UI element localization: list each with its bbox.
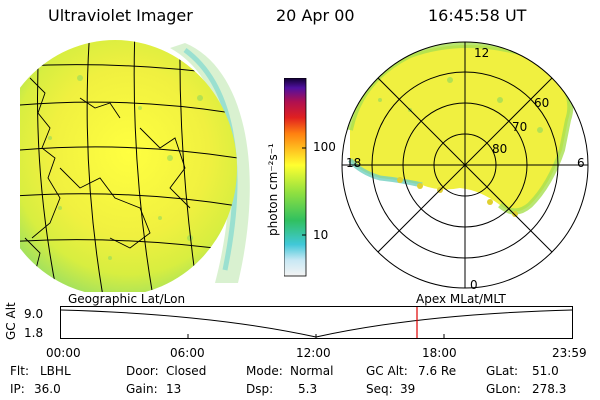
colorbar-tick-100: 100 [313,140,336,154]
timeline-ytick-low: 1.8 [24,326,44,340]
polar-mlat-mlt-plot [341,41,589,289]
colorbar-unit-label: photon cm⁻²s⁻¹ [266,143,280,236]
timeline-ytick-high: 9.0 [24,307,44,321]
left-projection-label: Geographic Lat/Lon [68,292,186,306]
timeline-axis-label: GC Alt [4,302,18,340]
latitude-label-60: 60 [534,96,550,110]
latitude-label-80: 80 [492,142,508,156]
status-door-value: Closed [166,364,207,378]
instrument-title: Ultraviolet Imager [48,6,193,25]
status-ip-value: 36.0 [34,382,61,396]
observation-time: 16:45:58 UT [428,6,527,25]
observation-date: 20 Apr 00 [276,6,355,25]
status-dsp-key: Dsp: [246,382,274,396]
mlt-label-12: 12 [474,46,490,60]
mlt-label-18: 18 [346,156,362,170]
mlt-label-0: 0 [470,278,478,292]
geographic-image [20,40,250,292]
colorbar-tick-10: 10 [313,228,329,242]
status-ip-key: IP: [10,382,25,396]
status-door-key: Door: [126,364,159,378]
timeline-xtick-1200: 12:00 [296,346,331,360]
timeline-xtick-1800: 18:00 [422,346,457,360]
status-glat-value: 51.0 [532,364,559,378]
status-gain-key: Gain: [126,382,158,396]
status-mode-value: Normal [290,364,334,378]
altitude-timeline-plot [60,306,573,339]
timeline-xtick-2359: 23:59 [552,346,587,360]
status-gain-value: 13 [166,382,182,396]
right-projection-label: Apex MLat/MLT [416,292,506,306]
latitude-label-70: 70 [512,120,528,134]
status-glon-key: GLon: [486,382,521,396]
status-gcalt-key: GC Alt: [366,364,408,378]
status-glon-value: 278.3 [532,382,567,396]
mlt-label-6: 6 [577,156,585,170]
status-flt-value: LBHL [40,364,71,378]
status-gcalt-value: 7.6 Re [418,364,457,378]
status-glat-key: GLat: [486,364,519,378]
status-mode-key: Mode: [246,364,283,378]
status-dsp-value: 5.3 [298,382,318,396]
timeline-xtick-0600: 06:00 [170,346,205,360]
timeline-xtick-0000: 00:00 [46,346,81,360]
status-seq-key: Seq: [366,382,393,396]
status-flt-key: Flt: [10,364,29,378]
color-scale-bar [284,78,307,277]
status-seq-value: 39 [400,382,416,396]
